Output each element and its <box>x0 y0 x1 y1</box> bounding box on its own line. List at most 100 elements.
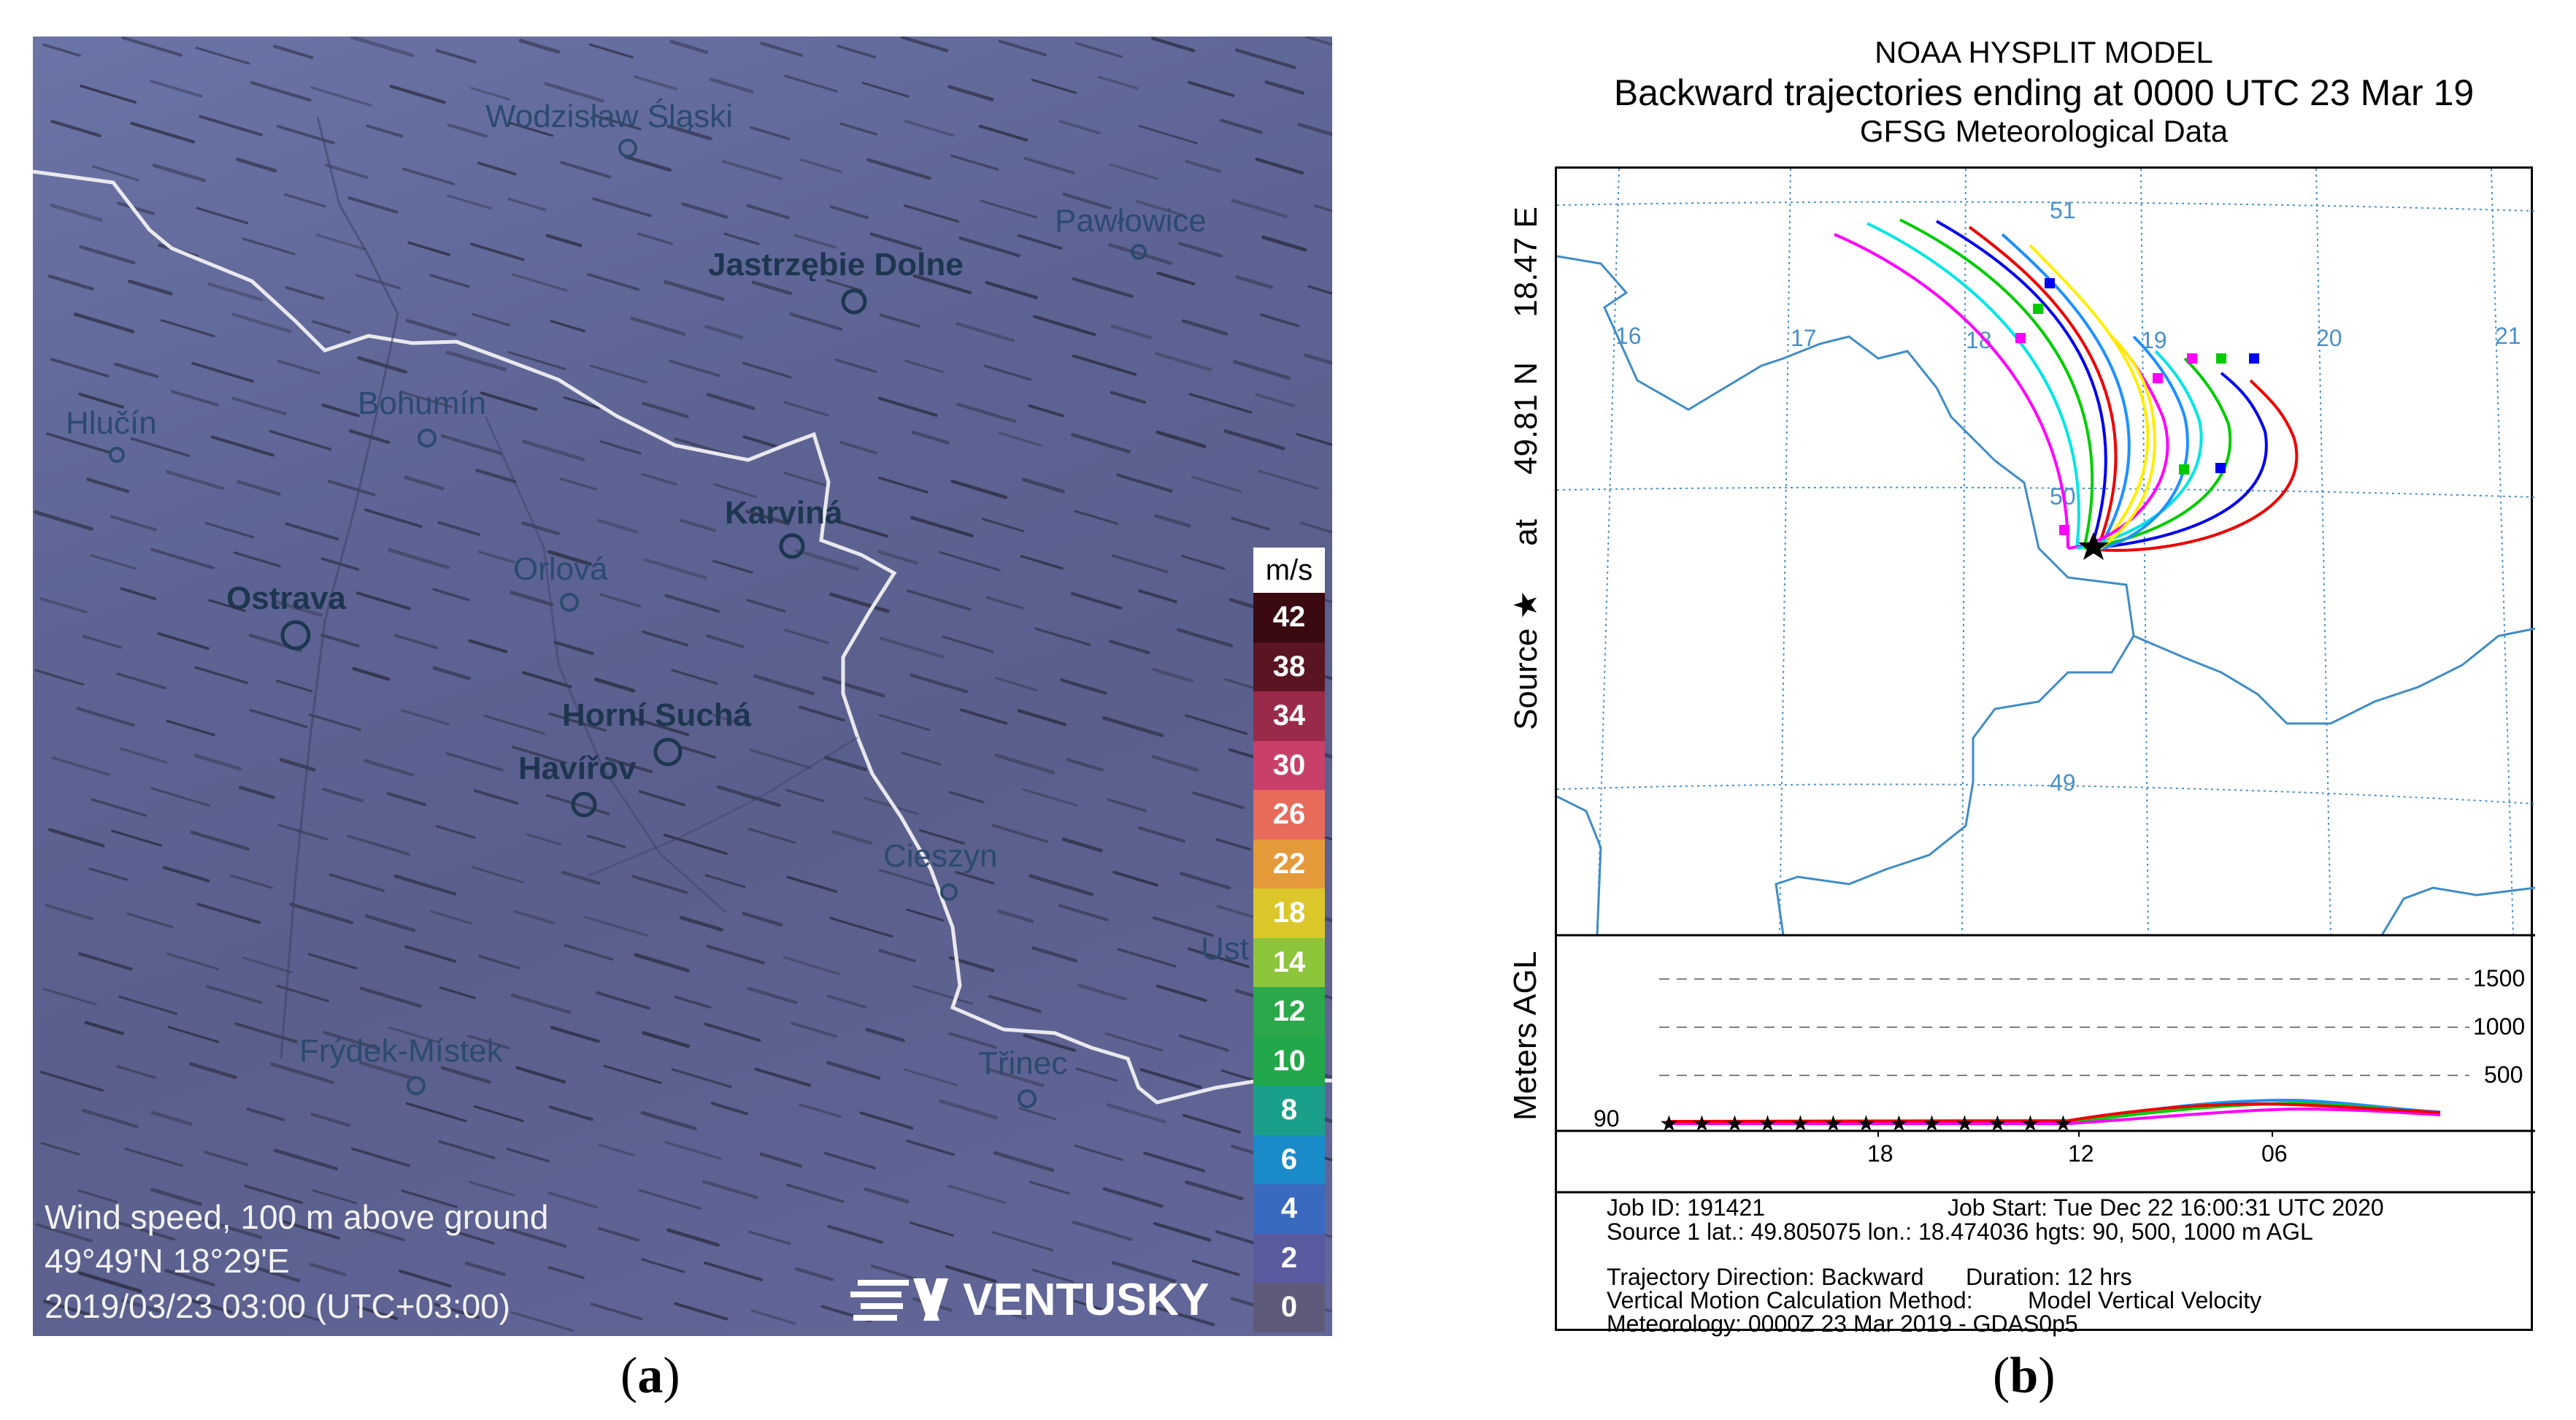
city-label: Pawłowice <box>1055 203 1207 239</box>
wind-streak <box>521 440 585 461</box>
height-tick: 1000 <box>2473 1013 2525 1040</box>
country-borders <box>1557 255 2535 936</box>
wind-streak <box>674 995 712 1009</box>
wind-streak <box>249 709 308 729</box>
wind-streak <box>1138 125 1199 145</box>
wind-streak <box>242 237 296 256</box>
city-marker <box>560 593 579 612</box>
wind-streak <box>510 1311 574 1332</box>
wind-streak <box>514 910 555 925</box>
wind-streak <box>274 600 323 618</box>
wind-streak <box>710 1102 748 1116</box>
wind-streak <box>1314 204 1332 212</box>
wind-streak <box>799 1103 842 1118</box>
wind-streak <box>982 518 1025 533</box>
country-border <box>33 169 1332 1105</box>
city-label: Bohumín <box>358 385 487 421</box>
wind-streak <box>879 637 945 659</box>
legend-cell: 0 <box>1253 1283 1325 1332</box>
wind-streak <box>1143 1151 1205 1173</box>
wind-streak <box>119 747 168 764</box>
wind-streak <box>1028 404 1064 418</box>
wind-streak <box>1029 874 1093 897</box>
wind-streak <box>439 986 476 999</box>
wind-streak <box>823 1151 877 1170</box>
wind-streak <box>828 592 890 613</box>
wind-streak <box>834 358 877 373</box>
wind-streak <box>355 274 401 290</box>
map-geography-layer <box>33 116 1332 1108</box>
wind-streak <box>282 1220 340 1240</box>
wind-streak <box>879 313 921 329</box>
wind-streak <box>352 667 391 681</box>
wind-streak <box>590 1302 643 1321</box>
wind-streak <box>590 364 647 384</box>
wind-streak <box>1137 826 1186 843</box>
meteorology: Meteorology: 0000Z 23 Mar 2019 - GDAS0p5 <box>1607 1310 2078 1337</box>
wind-streak <box>1181 555 1226 570</box>
city-marker <box>653 737 683 767</box>
wind-streak <box>401 709 450 726</box>
wind-streak <box>124 1147 183 1167</box>
wind-streak <box>869 232 923 251</box>
wind-streak <box>1177 242 1223 258</box>
wind-streak <box>77 1189 118 1203</box>
wind-streak <box>550 1026 600 1043</box>
wind-streak <box>315 234 366 251</box>
wind-streak <box>666 1228 720 1247</box>
wind-streak <box>1022 788 1078 807</box>
legend-cell: 4 <box>1253 1184 1325 1234</box>
wind-streak <box>437 521 481 537</box>
wind-streak <box>1296 433 1332 447</box>
wind-streak <box>42 43 82 57</box>
wind-streak <box>878 869 937 889</box>
wind-streak <box>269 429 332 451</box>
wind-streak <box>547 550 592 567</box>
wind-streak <box>1151 667 1193 683</box>
wind-streak <box>878 948 916 963</box>
wind-streak <box>193 753 242 771</box>
wind-streak <box>196 902 261 924</box>
wind-streak <box>783 401 829 417</box>
wind-streak <box>1185 714 1247 735</box>
wind-streak <box>231 396 287 415</box>
wind-streak <box>366 124 404 138</box>
wind-streak <box>190 830 250 851</box>
wind-streak <box>77 1271 142 1294</box>
wind-streak <box>1307 285 1332 295</box>
wind-streak <box>350 1147 410 1167</box>
wind-streak <box>111 829 162 847</box>
wind-streak <box>40 1142 80 1156</box>
wind-streak <box>786 875 837 893</box>
wind-streak <box>745 509 790 526</box>
wind-streak <box>980 199 1037 219</box>
wind-streak <box>956 402 1017 423</box>
wind-streak <box>52 756 111 776</box>
wind-streak <box>671 1068 732 1089</box>
wind-streak <box>947 1184 1007 1205</box>
wind-streak <box>760 42 804 57</box>
wind-streak <box>39 597 88 614</box>
wind-streak <box>704 1261 764 1281</box>
river <box>484 415 727 914</box>
ventusky-logo-icon <box>850 1278 948 1321</box>
wind-streak <box>904 204 960 223</box>
wind-streak <box>279 758 316 772</box>
wind-streak <box>348 429 391 445</box>
wind-streak <box>544 82 605 103</box>
wind-streak <box>668 359 720 377</box>
wind-streak <box>82 634 122 649</box>
wind-streak <box>363 759 415 777</box>
height-star-markers: ★ ★ ★ ★ ★ ★ ★ ★ ★ ★ ★ ★ ★ <box>1659 1111 2073 1137</box>
wind-streak <box>829 205 869 220</box>
svg-text:★: ★ <box>1692 1111 1712 1137</box>
wind-streak <box>839 122 877 136</box>
wind-streak <box>1023 156 1075 174</box>
city-marker <box>280 620 311 650</box>
wind-streak <box>246 1108 285 1121</box>
wind-streak <box>1110 324 1152 339</box>
wind-streak <box>234 1022 298 1043</box>
wind-streak <box>1215 838 1252 851</box>
wind-streak <box>1156 984 1207 1002</box>
wind-streak <box>985 596 1024 610</box>
